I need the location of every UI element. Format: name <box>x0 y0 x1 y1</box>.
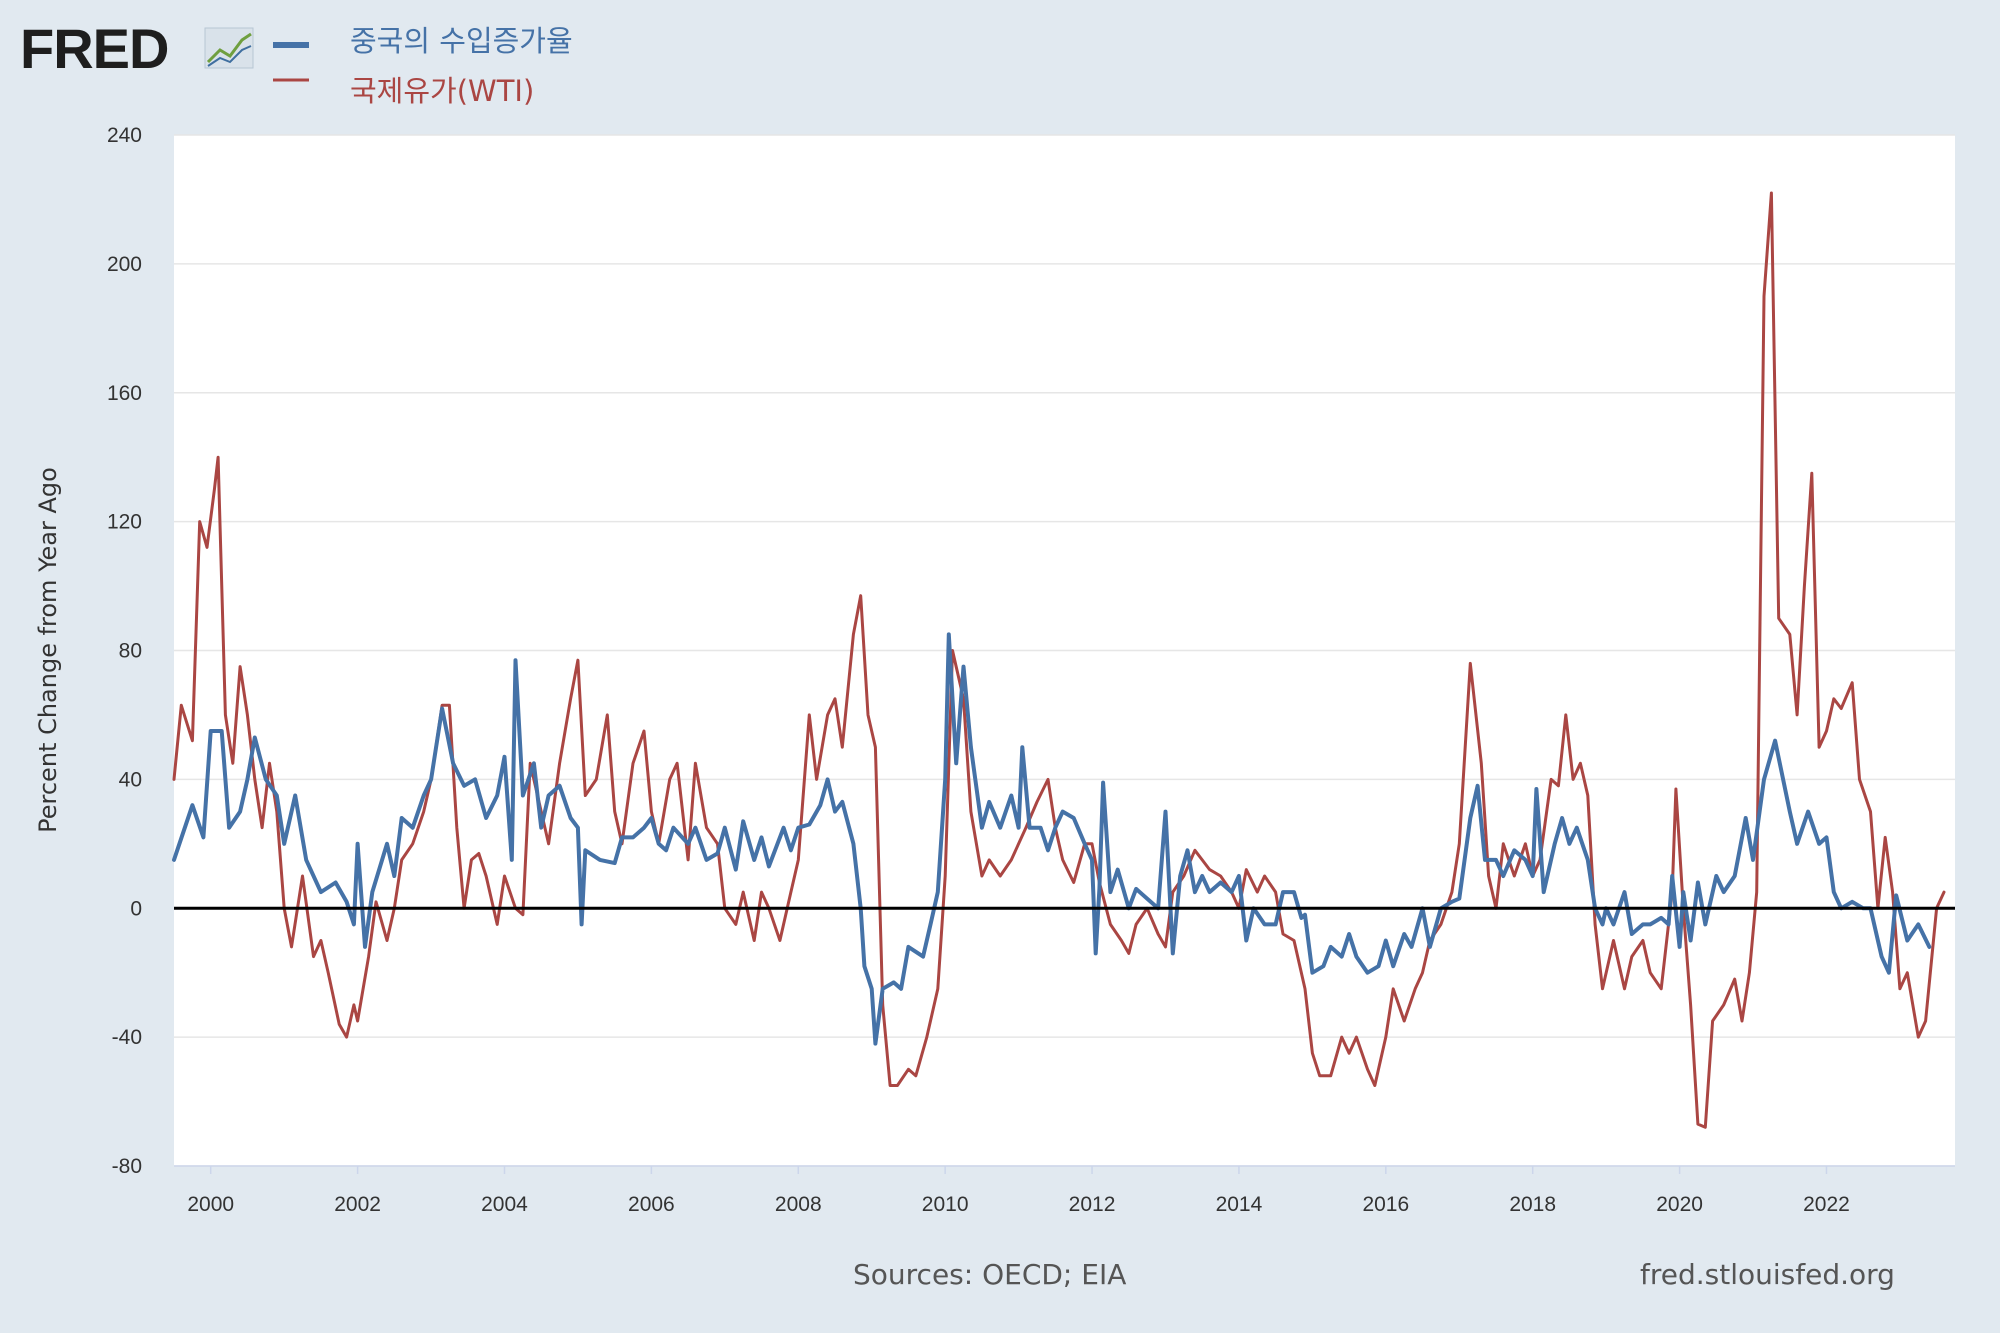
x-tick-label: 2006 <box>628 1193 675 1216</box>
x-tick-label: 2010 <box>922 1193 969 1216</box>
sources-note: Sources: OECD; EIA <box>853 1258 1126 1291</box>
x-tick-label: 2022 <box>1803 1193 1850 1216</box>
y-tick-label: 120 <box>107 511 142 534</box>
fred-logo[interactable]: FRED <box>20 17 254 80</box>
y-tick-label: 200 <box>107 253 142 276</box>
y-tick-label: -80 <box>112 1155 142 1178</box>
x-tick-label: 2014 <box>1216 1193 1263 1216</box>
legend-label-series-1: 중국의 수입증가율 <box>350 24 573 58</box>
x-tick-label: 2012 <box>1069 1193 1116 1216</box>
legend-item-series-2[interactable]: 국제유가(WTI) <box>273 74 534 108</box>
line-chart-icon <box>204 27 254 69</box>
y-axis-title: Percent Change from Year Ago <box>34 467 62 833</box>
fred-url-link[interactable]: fred.stlouisfed.org <box>1640 1258 1895 1291</box>
y-tick-label: 0 <box>130 897 142 920</box>
legend: 중국의 수입증가율 국제유가(WTI) <box>273 24 573 108</box>
y-tick-label: 240 <box>107 124 142 147</box>
y-tick-label: 160 <box>107 382 142 405</box>
series-line-china-imports[interactable] <box>172 632 1932 1046</box>
x-tick-label: 2000 <box>187 1193 234 1216</box>
y-tick-label: 40 <box>119 768 142 791</box>
x-tick-label: 2008 <box>775 1193 822 1216</box>
y-tick-label: -40 <box>112 1026 142 1049</box>
x-tick-label: 2020 <box>1656 1193 1703 1216</box>
x-tick-label: 2018 <box>1509 1193 1556 1216</box>
x-tick-label: 2002 <box>334 1193 381 1216</box>
x-tick-label: 2004 <box>481 1193 528 1216</box>
series-layer <box>172 191 1946 1129</box>
legend-label-series-2: 국제유가(WTI) <box>350 74 534 108</box>
legend-item-series-1[interactable]: 중국의 수입증가율 <box>273 24 573 58</box>
y-tick-label: 80 <box>119 640 142 663</box>
x-axis-ticks: 2000 2002 2004 2006 2008 2010 2012 2014 2016 2018… <box>174 1165 1955 1216</box>
x-tick-label: 2016 <box>1362 1193 1409 1216</box>
y-axis-ticks: -80 -40 0 40 80 120 160 200 240 <box>107 124 142 1178</box>
fred-logo-text: FRED <box>20 17 168 80</box>
